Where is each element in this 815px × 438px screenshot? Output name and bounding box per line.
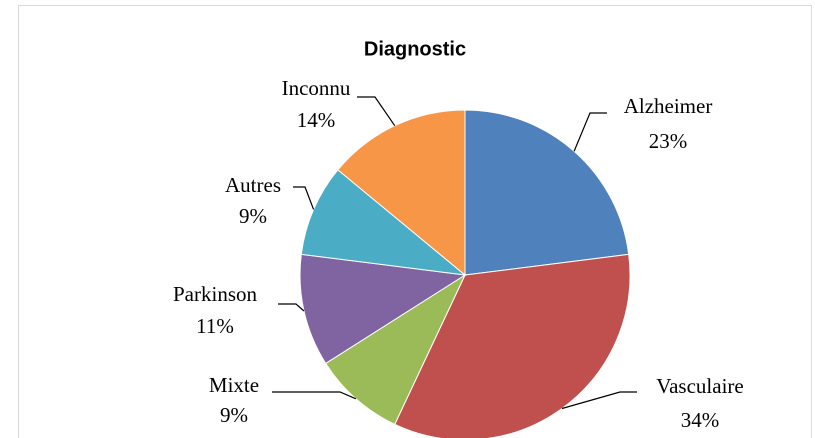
leader-line: [357, 96, 396, 127]
slice-value-label: 9%: [220, 403, 248, 427]
slice-value-label: 23%: [649, 129, 688, 153]
leader-line: [293, 186, 315, 210]
pie-slice: [300, 169, 467, 276]
leader-line: [272, 391, 357, 400]
slice-value-label: 14%: [297, 108, 336, 132]
leader-line: [561, 391, 637, 410]
pie-slice: [464, 109, 630, 276]
leader-line: [278, 303, 305, 312]
slice-value-label: 34%: [681, 408, 720, 432]
slice-value-label: 9%: [239, 204, 267, 228]
slice-label: Vasculaire: [656, 374, 743, 398]
pie-slice: [299, 253, 467, 365]
slice-label: Inconnu: [282, 76, 351, 100]
slice-label: Mixte: [209, 373, 259, 397]
leader-line: [573, 112, 607, 152]
chart-title: Diagnostic: [364, 38, 466, 60]
slice-label: Alzheimer: [624, 94, 713, 118]
slice-label: Autres: [225, 173, 281, 197]
slice-value-label: 11%: [196, 314, 234, 338]
slice-label: Parkinson: [173, 282, 258, 306]
pie-slice: [324, 273, 467, 425]
